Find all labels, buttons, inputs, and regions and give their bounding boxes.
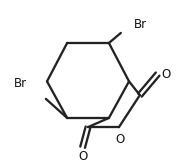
Text: O: O (78, 150, 87, 163)
Text: O: O (116, 133, 125, 146)
Text: Br: Br (134, 18, 147, 31)
Text: Br: Br (14, 77, 27, 90)
Text: O: O (161, 68, 171, 81)
